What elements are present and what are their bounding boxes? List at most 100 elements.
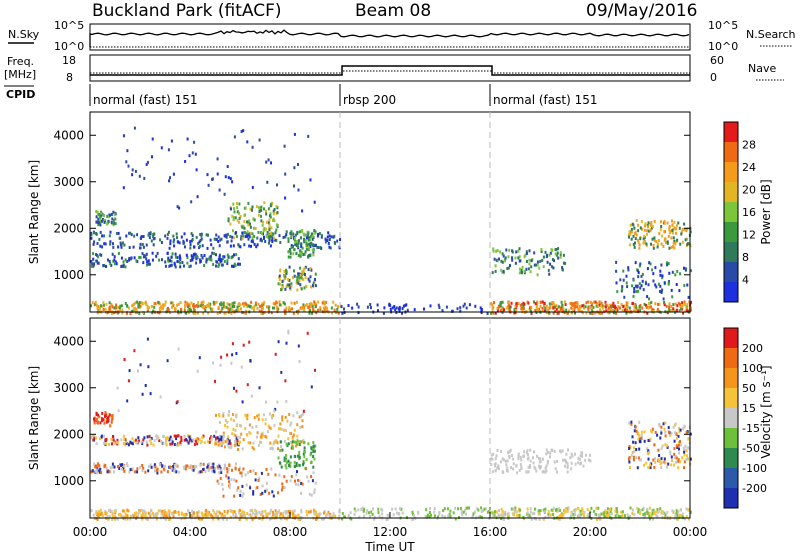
echo-cell xyxy=(96,242,99,245)
echo-cell xyxy=(145,163,148,166)
echo-cell xyxy=(227,413,230,417)
echo-cell xyxy=(542,470,545,474)
echo-cell xyxy=(92,513,95,517)
echo-cell xyxy=(649,305,652,309)
echo-cell xyxy=(565,452,568,456)
echo-cell xyxy=(369,303,372,306)
echo-cell xyxy=(569,456,572,460)
echo-cell xyxy=(310,475,313,479)
echo-cell xyxy=(577,461,580,465)
velocity-data xyxy=(90,329,692,521)
echo-cell xyxy=(622,269,625,273)
echo-cell xyxy=(234,515,237,519)
echo-cell xyxy=(268,241,270,245)
echo-cell xyxy=(214,379,216,383)
echo-cell xyxy=(162,467,165,471)
echo-cell xyxy=(496,308,499,312)
echo-cell xyxy=(167,509,170,513)
echo-cell xyxy=(495,454,498,458)
echo-cell xyxy=(289,479,292,483)
echo-cell xyxy=(146,307,149,311)
echo-cell xyxy=(300,515,303,519)
echo-cell xyxy=(508,248,511,252)
echo-cell xyxy=(302,438,305,442)
echo-cell xyxy=(199,470,202,474)
echo-cell xyxy=(512,467,515,471)
echo-cell xyxy=(139,256,142,259)
echo-cell xyxy=(258,386,261,390)
echo-cell xyxy=(598,517,601,521)
echo-cell xyxy=(217,517,220,521)
echo-cell xyxy=(229,306,232,310)
echo-cell xyxy=(90,264,93,268)
echo-cell xyxy=(639,509,642,513)
echo-cell xyxy=(222,494,225,498)
echo-cell xyxy=(252,307,255,311)
echo-cell xyxy=(274,440,277,444)
echo-cell xyxy=(620,289,623,293)
echo-cell xyxy=(141,517,144,521)
echo-cell xyxy=(203,305,206,308)
echo-cell xyxy=(269,441,272,445)
echo-cell xyxy=(260,311,263,315)
echo-cell xyxy=(123,515,126,519)
echo-cell xyxy=(143,514,146,518)
echo-cell xyxy=(454,506,457,510)
echo-cell xyxy=(646,311,649,315)
echo-cell xyxy=(294,237,297,241)
echo-cell xyxy=(290,230,293,234)
echo-cell xyxy=(298,230,301,234)
echo-cell xyxy=(401,307,404,310)
echo-cell xyxy=(377,511,380,515)
echo-cell xyxy=(316,308,319,312)
echo-cell xyxy=(291,446,294,450)
echo-cell xyxy=(254,515,257,519)
echo-cell xyxy=(102,303,105,307)
echo-cell xyxy=(516,513,519,517)
echo-cell xyxy=(312,251,315,255)
echo-cell xyxy=(172,304,175,308)
echo-cell xyxy=(268,426,271,430)
echo-cell xyxy=(276,511,279,515)
echo-cell xyxy=(495,510,498,514)
echo-cell xyxy=(293,269,295,273)
echo-cell xyxy=(493,257,496,261)
echo-cell xyxy=(545,311,548,315)
echo-cell xyxy=(232,218,235,222)
echo-cell xyxy=(268,223,271,227)
echo-cell xyxy=(269,204,272,208)
echo-cell xyxy=(376,303,379,307)
echo-cell xyxy=(438,512,441,516)
echo-cell xyxy=(629,506,632,510)
echo-cell xyxy=(279,241,282,244)
echo-cell xyxy=(284,277,287,281)
echo-cell xyxy=(316,517,319,521)
echo-cell xyxy=(101,417,103,421)
echo-cell xyxy=(572,307,575,311)
echo-cell xyxy=(679,302,682,306)
echo-cell xyxy=(433,507,436,510)
echo-cell xyxy=(551,301,554,305)
echo-cell xyxy=(604,300,607,304)
echo-cell xyxy=(585,311,588,315)
echo-cell xyxy=(195,464,198,468)
echo-cell xyxy=(491,307,494,311)
echo-cell xyxy=(151,305,154,309)
echo-cell xyxy=(370,306,372,310)
echo-cell xyxy=(199,259,202,263)
echo-cell xyxy=(258,138,261,142)
echo-cell xyxy=(552,266,555,270)
echo-cell xyxy=(282,511,285,515)
echo-cell xyxy=(236,305,239,309)
echo-cell xyxy=(137,511,140,515)
echo-cell xyxy=(194,311,197,315)
echo-cell xyxy=(290,284,293,288)
echo-cell xyxy=(577,308,580,311)
echo-cell xyxy=(514,506,517,510)
echo-cell xyxy=(620,303,623,307)
echo-cell xyxy=(95,464,98,468)
echo-cell xyxy=(280,370,283,374)
echo-cell xyxy=(673,452,676,456)
echo-cell xyxy=(226,420,229,424)
